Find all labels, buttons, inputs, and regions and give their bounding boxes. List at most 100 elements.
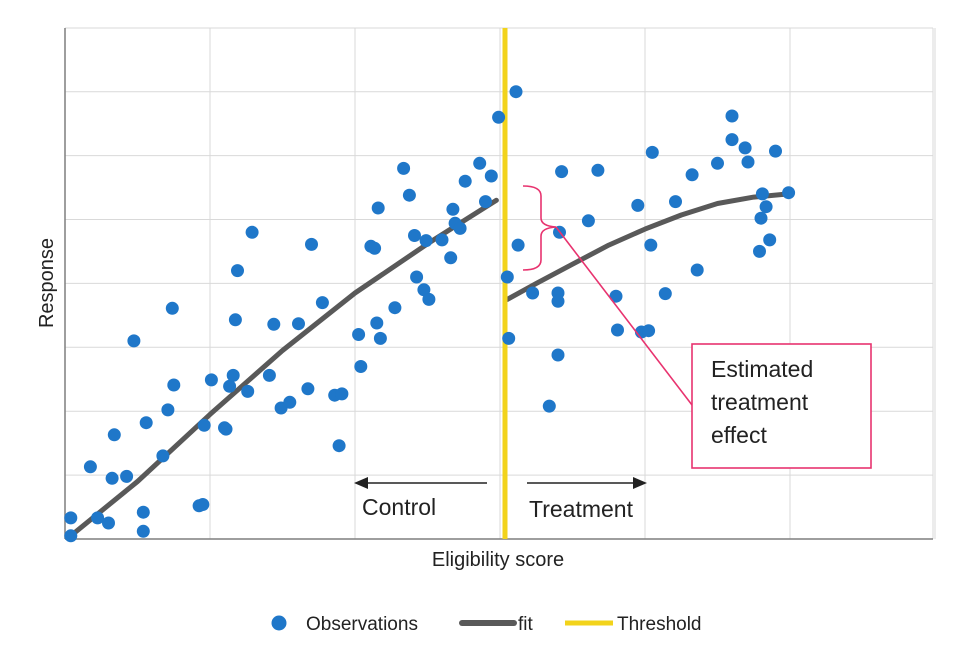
data-point (305, 237, 318, 251)
data-point (509, 85, 523, 99)
control-label: Control (362, 494, 436, 520)
data-point (102, 516, 115, 530)
data-point (223, 379, 237, 393)
data-point (156, 449, 170, 463)
effect-bracket (522, 185, 557, 271)
callout-line-1: Estimated (711, 356, 813, 382)
callout-line-2: treatment (711, 389, 809, 415)
data-point (755, 187, 769, 201)
data-point (267, 317, 281, 331)
data-point (642, 324, 656, 338)
data-point (685, 168, 699, 182)
callout-box (691, 343, 872, 469)
data-point (335, 387, 349, 401)
data-point (500, 270, 514, 284)
legend-observations-label: Observations (306, 614, 418, 635)
data-point (127, 334, 141, 348)
data-point (711, 156, 724, 170)
data-point (492, 110, 506, 124)
data-point (444, 251, 458, 265)
data-point (165, 301, 179, 315)
data-point (241, 384, 255, 398)
data-point (542, 399, 556, 413)
data-point (422, 292, 436, 306)
data-point (581, 214, 595, 228)
x-axis-title: Eligibility score (432, 549, 564, 571)
data-point (644, 238, 658, 252)
data-point (231, 264, 244, 278)
callout-line-3: effect (711, 422, 767, 448)
data-point (91, 511, 105, 525)
data-point (370, 316, 384, 330)
data-point (435, 233, 449, 247)
data-point (759, 200, 773, 214)
data-point (502, 331, 516, 345)
data-point (725, 133, 739, 147)
data-point (226, 368, 240, 382)
data-point (136, 505, 150, 519)
legend-threshold-label: Threshold (617, 614, 702, 635)
data-point (245, 225, 259, 239)
fit-line-control (68, 197, 499, 539)
treatment-arrowhead (633, 477, 647, 489)
legend-fit-label: fit (518, 614, 534, 635)
data-point (196, 498, 210, 511)
data-point (410, 270, 424, 284)
data-point (354, 360, 368, 373)
data-point (64, 529, 78, 543)
data-point (283, 395, 297, 409)
data-point (368, 241, 382, 255)
data-point (219, 422, 233, 436)
data-point (479, 195, 492, 209)
data-point (204, 373, 218, 387)
data-point (551, 348, 565, 362)
data-point (262, 368, 276, 382)
data-point (551, 294, 565, 308)
data-point (167, 378, 181, 392)
treatment-label: Treatment (529, 496, 634, 522)
data-point (417, 283, 431, 297)
data-point (371, 201, 385, 215)
legend: Observations fit Threshold (271, 614, 702, 635)
data-point (754, 211, 768, 225)
data-point (611, 323, 624, 337)
data-point (446, 202, 460, 216)
data-point (738, 141, 752, 155)
data-point (453, 221, 467, 235)
data-point (631, 198, 645, 212)
data-point (753, 244, 766, 258)
data-point (690, 263, 704, 277)
data-point (139, 416, 153, 430)
data-point (136, 524, 150, 538)
data-point (161, 403, 175, 417)
fit-line-treatment (504, 191, 792, 302)
data-point (397, 161, 411, 175)
data-point (83, 460, 97, 474)
data-point (107, 428, 121, 442)
data-point (120, 469, 134, 483)
observation-points (64, 85, 796, 543)
data-point (526, 286, 540, 300)
data-point (591, 163, 605, 177)
data-point (458, 174, 472, 188)
data-point (419, 234, 433, 248)
data-point (301, 382, 315, 396)
data-point (511, 238, 525, 252)
data-point (555, 165, 569, 179)
data-point (388, 301, 402, 315)
data-point (609, 289, 623, 303)
data-point (484, 169, 498, 183)
data-point (669, 195, 682, 209)
gridlines (65, 27, 936, 539)
data-point (105, 471, 119, 485)
data-point (402, 188, 416, 202)
data-point (725, 109, 739, 123)
data-point (769, 144, 782, 158)
data-point (332, 439, 346, 453)
data-point (315, 296, 329, 310)
data-point (292, 317, 305, 331)
data-point (473, 156, 487, 170)
data-point (763, 233, 777, 247)
